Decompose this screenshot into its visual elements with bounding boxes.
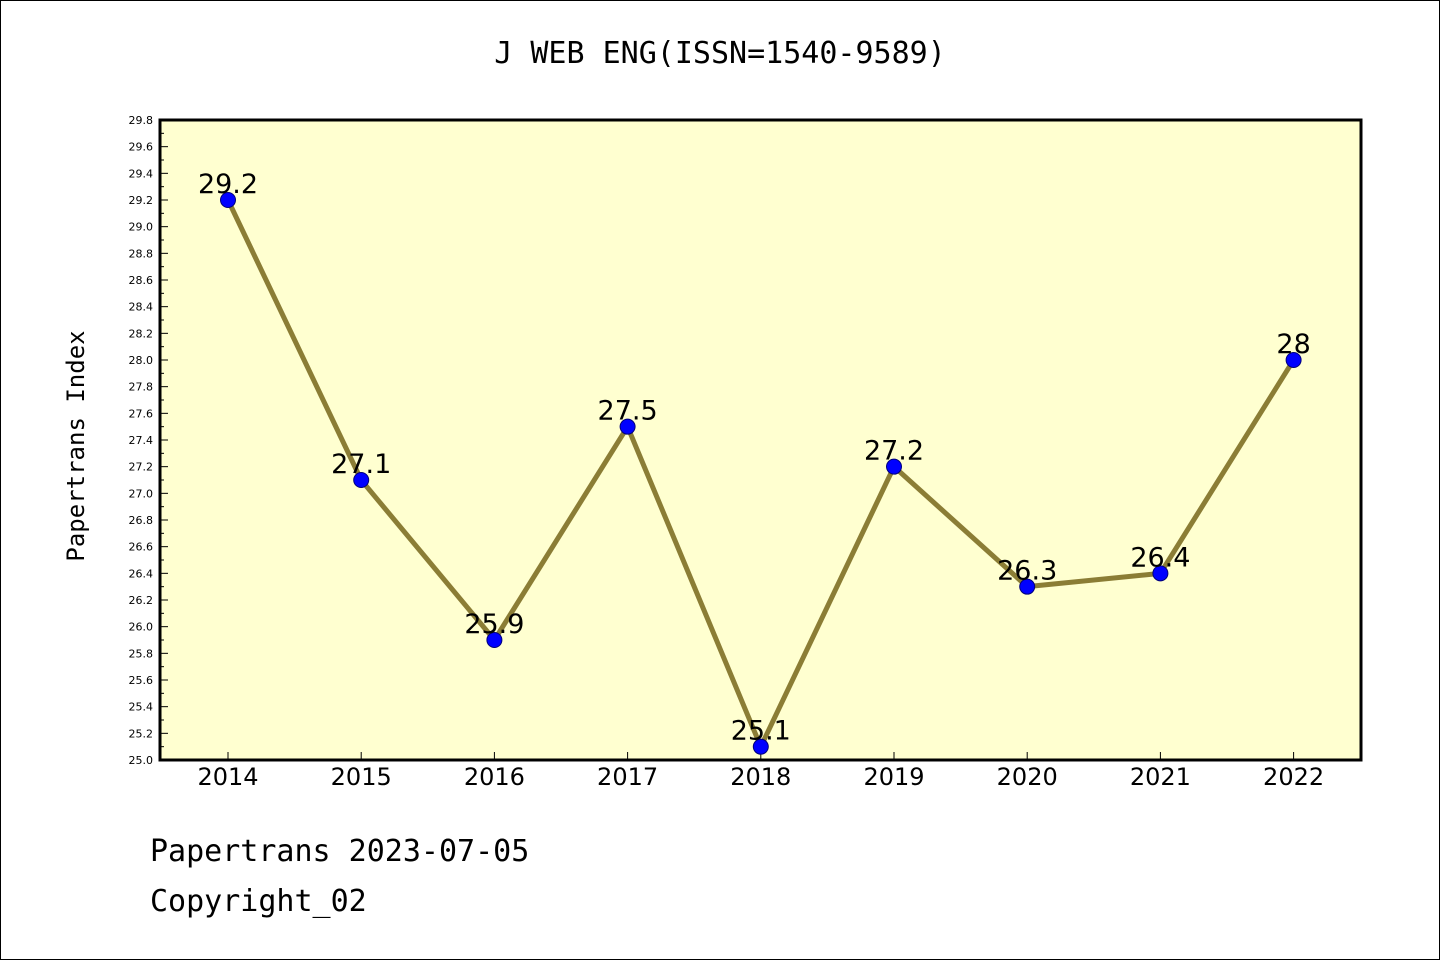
x-tick-label: 2021 — [1130, 763, 1191, 791]
y-tick-label: 29.8 — [129, 114, 154, 127]
data-label: 28 — [1276, 329, 1310, 360]
y-tick-label: 26.6 — [129, 541, 154, 554]
y-tick-label: 26.8 — [129, 514, 154, 527]
y-tick-label: 26.0 — [129, 621, 154, 634]
x-tick-label: 2019 — [863, 763, 924, 791]
y-tick-label: 29.6 — [129, 141, 154, 154]
x-tick-label: 2014 — [197, 763, 258, 791]
data-point — [1019, 578, 1036, 595]
footer-copyright: Copyright_02 — [150, 884, 367, 919]
data-label: 26.4 — [1130, 542, 1190, 573]
y-tick-label: 25.8 — [129, 647, 154, 660]
y-tick-label: 27.8 — [129, 381, 154, 394]
data-point — [1285, 352, 1302, 368]
y-tick-label: 25.4 — [129, 701, 154, 714]
y-tick-label: 25.2 — [129, 727, 154, 740]
y-tick-label: 29.4 — [129, 167, 154, 180]
x-tick-label: 2017 — [597, 763, 658, 791]
plot-border — [158, 118, 1363, 762]
x-tick-label: 2016 — [464, 763, 525, 791]
y-tick-label: 25.0 — [129, 754, 154, 767]
y-tick-label: 27.2 — [129, 461, 154, 474]
data-point — [619, 418, 636, 435]
data-label: 25.1 — [731, 716, 791, 747]
x-tick-label: 2020 — [997, 763, 1058, 791]
y-tick-label: 28.8 — [129, 247, 154, 260]
x-tick-label: 2022 — [1263, 763, 1324, 791]
y-tick-label: 29.2 — [129, 194, 154, 207]
y-tick-label: 28.0 — [129, 354, 154, 367]
data-label: 27.5 — [598, 396, 658, 427]
y-tick-label: 29.0 — [129, 221, 154, 234]
y-tick-label: 28.2 — [129, 327, 154, 340]
y-tick-label: 26.4 — [129, 567, 154, 580]
data-point — [1152, 565, 1169, 582]
data-label: 27.1 — [331, 449, 391, 480]
y-tick-label: 28.4 — [129, 301, 154, 314]
plot-area — [160, 120, 1361, 760]
y-tick-label: 27.4 — [129, 434, 154, 447]
y-tick-label: 27.6 — [129, 407, 154, 420]
data-label: 27.2 — [864, 436, 924, 467]
x-tick-label: 2018 — [730, 763, 791, 791]
y-tick-label: 28.6 — [129, 274, 154, 287]
footer-date: Papertrans 2023-07-05 — [150, 834, 530, 869]
data-point — [886, 458, 902, 475]
data-point — [486, 632, 503, 648]
data-label: 26.3 — [997, 556, 1057, 587]
y-tick-label: 25.6 — [129, 674, 154, 687]
data-point — [220, 192, 236, 208]
chart-title: J WEB ENG(ISSN=1540-9589) — [494, 36, 946, 71]
data-point — [752, 738, 769, 755]
y-tick-label: 26.2 — [129, 594, 154, 607]
data-label: 29.2 — [198, 169, 258, 200]
y-tick-label: 27.0 — [129, 487, 154, 500]
x-tick-label: 2015 — [331, 763, 392, 791]
data-label: 25.9 — [464, 609, 524, 640]
data-point — [353, 472, 370, 488]
